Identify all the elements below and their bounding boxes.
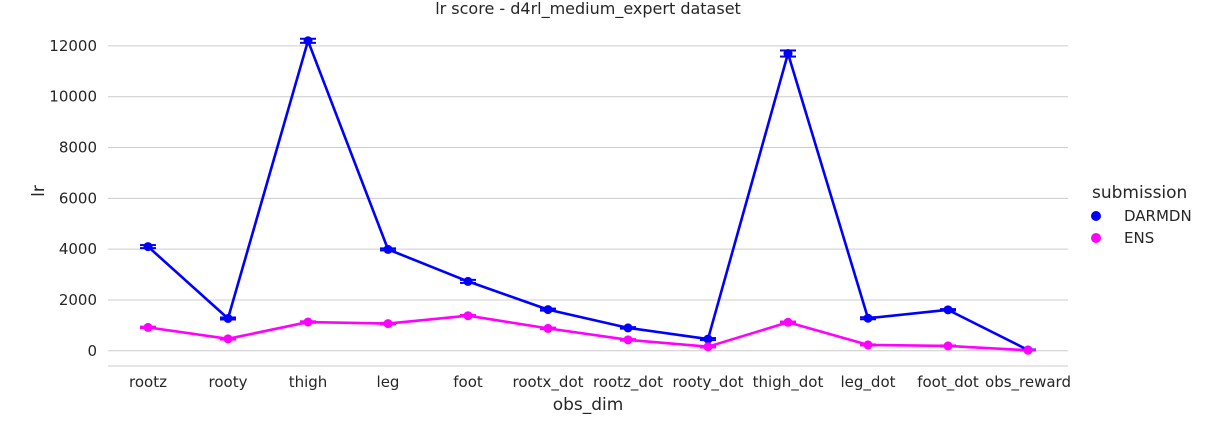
data-point — [703, 342, 713, 352]
y-tick-label: 2000 — [59, 291, 97, 309]
data-point — [703, 334, 713, 344]
x-axis-title: obs_dim — [553, 395, 624, 415]
series-darmdn — [140, 36, 1036, 355]
y-tick-label: 10000 — [49, 88, 97, 106]
x-tick-label: rootz — [129, 373, 167, 391]
y-tick-label: 12000 — [49, 37, 97, 55]
data-point — [863, 313, 873, 323]
data-point — [543, 323, 553, 333]
x-tick-label: leg_dot — [841, 373, 896, 392]
data-point — [223, 334, 233, 344]
x-tick-label: rootz_dot — [593, 373, 663, 392]
y-tick-label: 0 — [87, 342, 97, 360]
x-tick-label: obs_reward — [985, 373, 1071, 392]
y-axis-title: lr — [29, 185, 49, 197]
x-tick-label: rooty — [209, 373, 248, 391]
x-tick-labels: rootz rooty thigh leg foot rootx_dot rootz_dot… — [129, 373, 1071, 392]
y-tick-label: 6000 — [59, 189, 97, 207]
legend-marker — [1091, 233, 1101, 243]
legend-item-darmdn: DARMDN — [1091, 207, 1192, 225]
y-tick-label: 8000 — [59, 139, 97, 157]
series-line — [147, 314, 1029, 352]
x-tick-label: rootx_dot — [512, 373, 583, 392]
data-point — [1023, 345, 1033, 355]
x-tick-label: thigh_dot — [753, 373, 824, 392]
legend: submission DARMDN ENS — [1091, 183, 1192, 247]
data-point — [783, 49, 793, 59]
data-point — [943, 305, 953, 315]
data-point — [303, 36, 313, 46]
data-point — [623, 323, 633, 333]
data-point — [143, 322, 153, 332]
x-tick-label: leg — [377, 373, 400, 391]
data-point — [543, 305, 553, 315]
x-tick-label: foot — [453, 373, 483, 391]
data-point — [463, 276, 473, 286]
legend-items: DARMDN ENS — [1091, 207, 1192, 247]
y-tick-label: 4000 — [59, 240, 97, 258]
legend-label: DARMDN — [1124, 207, 1192, 225]
series-group — [140, 36, 1036, 355]
data-point — [623, 335, 633, 345]
data-point — [303, 317, 313, 327]
legend-title: submission — [1092, 183, 1187, 203]
data-point — [383, 319, 393, 329]
data-point — [223, 313, 233, 323]
legend-marker — [1091, 211, 1101, 221]
legend-item-ens: ENS — [1091, 229, 1154, 247]
data-point — [383, 244, 393, 254]
data-point — [943, 341, 953, 351]
y-tick-labels: 0 2000 4000 6000 8000 10000 12000 — [49, 37, 97, 360]
data-point — [783, 317, 793, 327]
grid-lines — [108, 45, 1068, 352]
data-point — [863, 340, 873, 350]
data-point — [143, 242, 153, 252]
series-ens — [140, 311, 1036, 355]
x-tick-label: thigh — [289, 373, 328, 391]
chart-title: lr score - d4rl_medium_expert dataset — [435, 0, 741, 19]
x-tick-label: rooty_dot — [672, 373, 743, 392]
data-point — [463, 311, 473, 321]
x-tick-label: foot_dot — [917, 373, 979, 392]
legend-label: ENS — [1124, 229, 1154, 247]
series-line — [147, 39, 1029, 352]
